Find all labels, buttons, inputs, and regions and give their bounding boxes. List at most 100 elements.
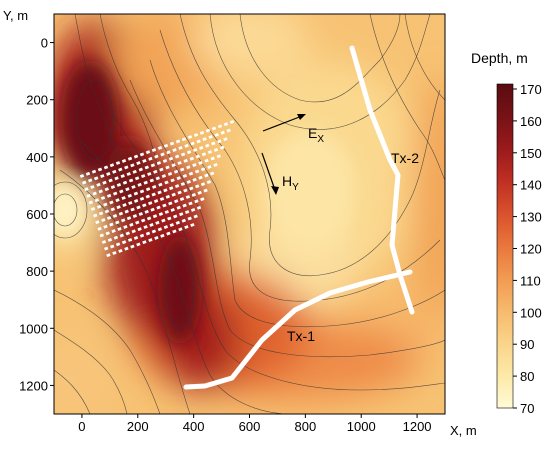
receiver-point <box>137 227 142 232</box>
depth-heatmap <box>54 14 445 414</box>
receiver-point <box>109 163 115 168</box>
receiver-point <box>111 229 116 234</box>
receiver-point <box>186 165 191 170</box>
colorbar-tick-label: 120 <box>520 242 542 257</box>
receiver-point <box>190 223 195 227</box>
receiver-point <box>169 186 174 191</box>
receiver-point <box>124 209 129 214</box>
receiver-point <box>133 235 139 240</box>
receiver-point <box>136 161 141 166</box>
tx2-label: Tx-2 <box>391 150 419 166</box>
receiver-point <box>203 188 208 193</box>
colorbar-ticks: 170 160 150 140 130 120 110 100 90 80 70 <box>513 82 542 416</box>
receiver-point <box>90 185 95 189</box>
receiver-point <box>205 128 211 133</box>
receiver-point <box>163 143 169 148</box>
receiver-point <box>223 137 228 142</box>
receiver-point <box>115 242 121 247</box>
receiver-point <box>197 190 202 195</box>
receiver-point <box>94 176 99 181</box>
receiver-point <box>153 199 159 204</box>
receiver-point <box>150 163 156 168</box>
receiver-point <box>184 210 190 215</box>
receiver-point <box>122 180 128 185</box>
receiver-point <box>182 173 188 178</box>
receiver-point <box>175 220 180 225</box>
receiver-point <box>125 187 130 192</box>
receiver-point <box>201 152 207 157</box>
receiver-point <box>143 225 148 229</box>
receiver-point <box>160 152 165 157</box>
receiver-point <box>187 135 193 140</box>
receiver-point <box>96 182 101 187</box>
receiver-point <box>195 184 200 189</box>
receiver-point <box>174 199 179 204</box>
receiver-point <box>98 211 104 216</box>
y-tick-label: 1000 <box>19 321 48 336</box>
receiver-point <box>156 205 161 210</box>
receiver-point <box>149 178 154 183</box>
contour-lines <box>54 14 445 414</box>
receiver-point <box>204 173 209 178</box>
receiver-point <box>127 238 133 242</box>
receiver-point <box>166 150 171 155</box>
receiver-point <box>183 158 188 163</box>
receiver-point <box>226 128 231 133</box>
receiver-point <box>217 139 222 144</box>
receiver-point <box>204 158 209 163</box>
receiver-point <box>162 158 168 163</box>
receiver-point <box>104 209 110 214</box>
receiver-point <box>167 216 172 221</box>
receiver-point <box>112 213 118 218</box>
receiver-point <box>130 244 135 249</box>
receiver-point <box>88 200 93 205</box>
y-tick-label: 1200 <box>19 378 48 393</box>
receiver-point <box>143 180 148 185</box>
receiver-point <box>128 201 133 205</box>
receiver-point <box>192 177 197 182</box>
receiver-point <box>145 194 150 199</box>
colorbar-tick-label: 140 <box>520 178 542 193</box>
receiver-point <box>120 174 125 179</box>
receiver-point <box>168 201 173 206</box>
receiver-point <box>165 165 170 170</box>
receiver-point <box>142 203 147 208</box>
receiver-point <box>152 214 158 219</box>
receiver-point <box>178 227 183 232</box>
receiver-point <box>130 163 135 168</box>
receiver-point <box>163 225 169 230</box>
receiver-point <box>198 175 203 180</box>
receiver-point <box>116 182 122 187</box>
receiver-point <box>223 122 229 127</box>
receiver-point <box>121 196 126 200</box>
receiver-point <box>123 224 128 229</box>
receiver-point <box>110 207 115 212</box>
receiver-point <box>180 152 186 157</box>
receiver-point <box>139 152 145 157</box>
receiver-point <box>176 176 181 181</box>
receiver-point <box>157 190 162 195</box>
colorbar-title: Depth, m <box>471 50 528 66</box>
receiver-point <box>199 130 205 135</box>
receiver-point <box>184 225 189 230</box>
x-axis-label: X, m <box>450 423 477 438</box>
receiver-point <box>169 223 174 227</box>
receiver-point <box>104 187 109 192</box>
receiver-point <box>207 165 212 170</box>
receiver-point <box>85 171 91 176</box>
receiver-point <box>110 185 116 190</box>
receiver-point <box>139 233 145 238</box>
receiver-point <box>84 187 89 192</box>
receiver-point <box>131 185 136 189</box>
receiver-point <box>165 194 170 199</box>
receiver-point <box>119 189 124 194</box>
receiver-point <box>162 203 167 208</box>
receiver-point <box>174 154 180 159</box>
receiver-point <box>82 180 87 185</box>
receiver-point <box>181 137 187 142</box>
receiver-point <box>168 156 174 161</box>
receiver-point <box>193 133 199 137</box>
receiver-point <box>194 199 199 204</box>
receiver-point <box>102 180 107 185</box>
y-tick-label: 800 <box>26 264 48 279</box>
